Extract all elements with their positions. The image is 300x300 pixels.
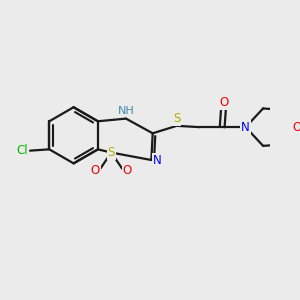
Text: O: O: [91, 164, 100, 177]
Text: N: N: [153, 154, 162, 166]
Text: NH: NH: [118, 106, 134, 116]
Text: Cl: Cl: [17, 144, 28, 157]
Text: O: O: [292, 121, 300, 134]
Text: N: N: [241, 121, 250, 134]
Text: O: O: [219, 96, 228, 109]
Text: O: O: [123, 164, 132, 177]
Text: S: S: [173, 112, 180, 125]
Text: S: S: [108, 146, 115, 159]
